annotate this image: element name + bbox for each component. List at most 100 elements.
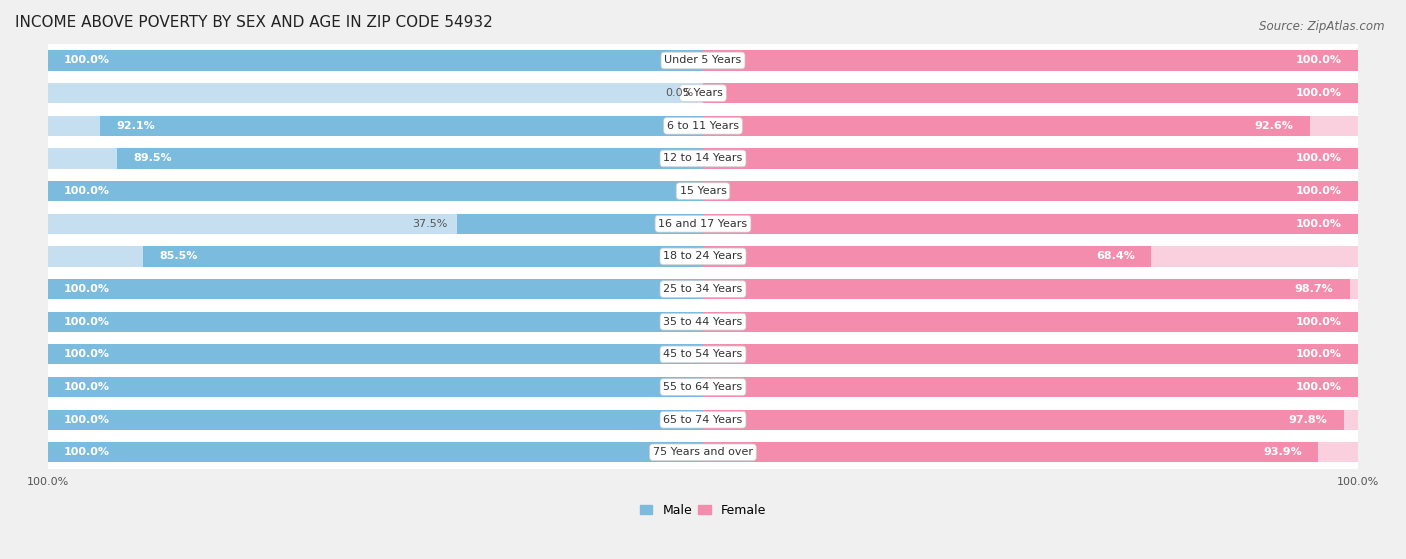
Bar: [48, 207, 1358, 240]
Text: 100.0%: 100.0%: [65, 284, 110, 294]
Text: 100.0%: 100.0%: [1296, 382, 1341, 392]
Bar: [703, 442, 1358, 462]
Bar: [100, 116, 703, 136]
Bar: [703, 311, 1358, 332]
Bar: [48, 305, 1358, 338]
Text: 100.0%: 100.0%: [65, 349, 110, 359]
Bar: [48, 311, 703, 332]
Text: 97.8%: 97.8%: [1289, 415, 1327, 425]
Text: 100.0%: 100.0%: [65, 186, 110, 196]
Text: 16 and 17 Years: 16 and 17 Years: [658, 219, 748, 229]
Text: 89.5%: 89.5%: [134, 154, 172, 163]
Text: 15 Years: 15 Years: [679, 186, 727, 196]
Bar: [703, 279, 1350, 299]
Bar: [703, 181, 1358, 201]
Bar: [457, 214, 703, 234]
Bar: [48, 442, 703, 462]
Text: 100.0%: 100.0%: [1296, 219, 1341, 229]
Text: 12 to 14 Years: 12 to 14 Years: [664, 154, 742, 163]
Bar: [703, 377, 1358, 397]
Bar: [703, 50, 1358, 70]
Bar: [703, 442, 1319, 462]
Text: 100.0%: 100.0%: [65, 55, 110, 65]
Text: 98.7%: 98.7%: [1295, 284, 1333, 294]
Bar: [48, 50, 703, 70]
Bar: [703, 344, 1358, 364]
Bar: [48, 442, 703, 462]
Text: 100.0%: 100.0%: [65, 415, 110, 425]
Bar: [703, 410, 1344, 430]
Text: 18 to 24 Years: 18 to 24 Years: [664, 252, 742, 262]
Bar: [703, 214, 1358, 234]
Text: 68.4%: 68.4%: [1095, 252, 1135, 262]
Text: 25 to 34 Years: 25 to 34 Years: [664, 284, 742, 294]
Bar: [48, 240, 1358, 273]
Text: 100.0%: 100.0%: [1296, 88, 1341, 98]
Bar: [48, 77, 1358, 110]
Text: 55 to 64 Years: 55 to 64 Years: [664, 382, 742, 392]
Text: 100.0%: 100.0%: [1296, 186, 1341, 196]
Text: 100.0%: 100.0%: [1296, 55, 1341, 65]
Bar: [48, 279, 703, 299]
Text: 35 to 44 Years: 35 to 44 Years: [664, 317, 742, 326]
Bar: [48, 142, 1358, 175]
Text: 92.1%: 92.1%: [115, 121, 155, 131]
Bar: [703, 377, 1358, 397]
Bar: [48, 404, 1358, 436]
Text: Source: ZipAtlas.com: Source: ZipAtlas.com: [1260, 20, 1385, 32]
Bar: [48, 344, 703, 364]
Text: 5 Years: 5 Years: [683, 88, 723, 98]
Bar: [48, 377, 703, 397]
Bar: [703, 116, 1310, 136]
Bar: [48, 436, 1358, 468]
Text: INCOME ABOVE POVERTY BY SEX AND AGE IN ZIP CODE 54932: INCOME ABOVE POVERTY BY SEX AND AGE IN Z…: [15, 15, 492, 30]
Text: Under 5 Years: Under 5 Years: [665, 55, 741, 65]
Bar: [703, 279, 1358, 299]
Bar: [48, 247, 703, 267]
Text: 45 to 54 Years: 45 to 54 Years: [664, 349, 742, 359]
Text: 37.5%: 37.5%: [412, 219, 447, 229]
Text: 100.0%: 100.0%: [1296, 349, 1341, 359]
Text: 0.0%: 0.0%: [665, 88, 693, 98]
Text: 75 Years and over: 75 Years and over: [652, 447, 754, 457]
Bar: [48, 44, 1358, 77]
Bar: [48, 214, 703, 234]
Bar: [48, 338, 1358, 371]
Text: 85.5%: 85.5%: [159, 252, 197, 262]
Text: 92.6%: 92.6%: [1254, 121, 1294, 131]
Bar: [48, 344, 703, 364]
Bar: [48, 279, 703, 299]
Bar: [703, 247, 1358, 267]
Bar: [48, 410, 703, 430]
Bar: [703, 344, 1358, 364]
Bar: [48, 410, 703, 430]
Text: 93.9%: 93.9%: [1263, 447, 1302, 457]
Bar: [143, 247, 703, 267]
Bar: [48, 371, 1358, 404]
Text: 100.0%: 100.0%: [65, 317, 110, 326]
Bar: [48, 181, 703, 201]
Bar: [703, 50, 1358, 70]
Text: 100.0%: 100.0%: [65, 447, 110, 457]
Bar: [703, 214, 1358, 234]
Legend: Male, Female: Male, Female: [636, 499, 770, 522]
Text: 6 to 11 Years: 6 to 11 Years: [666, 121, 740, 131]
Text: 100.0%: 100.0%: [1296, 154, 1341, 163]
Bar: [703, 247, 1152, 267]
Bar: [48, 175, 1358, 207]
Bar: [48, 181, 703, 201]
Bar: [703, 148, 1358, 169]
Bar: [703, 311, 1358, 332]
Bar: [48, 50, 703, 70]
Bar: [703, 83, 1358, 103]
Bar: [48, 83, 703, 103]
Bar: [48, 110, 1358, 142]
Bar: [48, 377, 703, 397]
Bar: [48, 273, 1358, 305]
Bar: [48, 148, 703, 169]
Bar: [48, 116, 703, 136]
Bar: [703, 181, 1358, 201]
Bar: [703, 83, 1358, 103]
Bar: [703, 116, 1358, 136]
Text: 100.0%: 100.0%: [1296, 317, 1341, 326]
